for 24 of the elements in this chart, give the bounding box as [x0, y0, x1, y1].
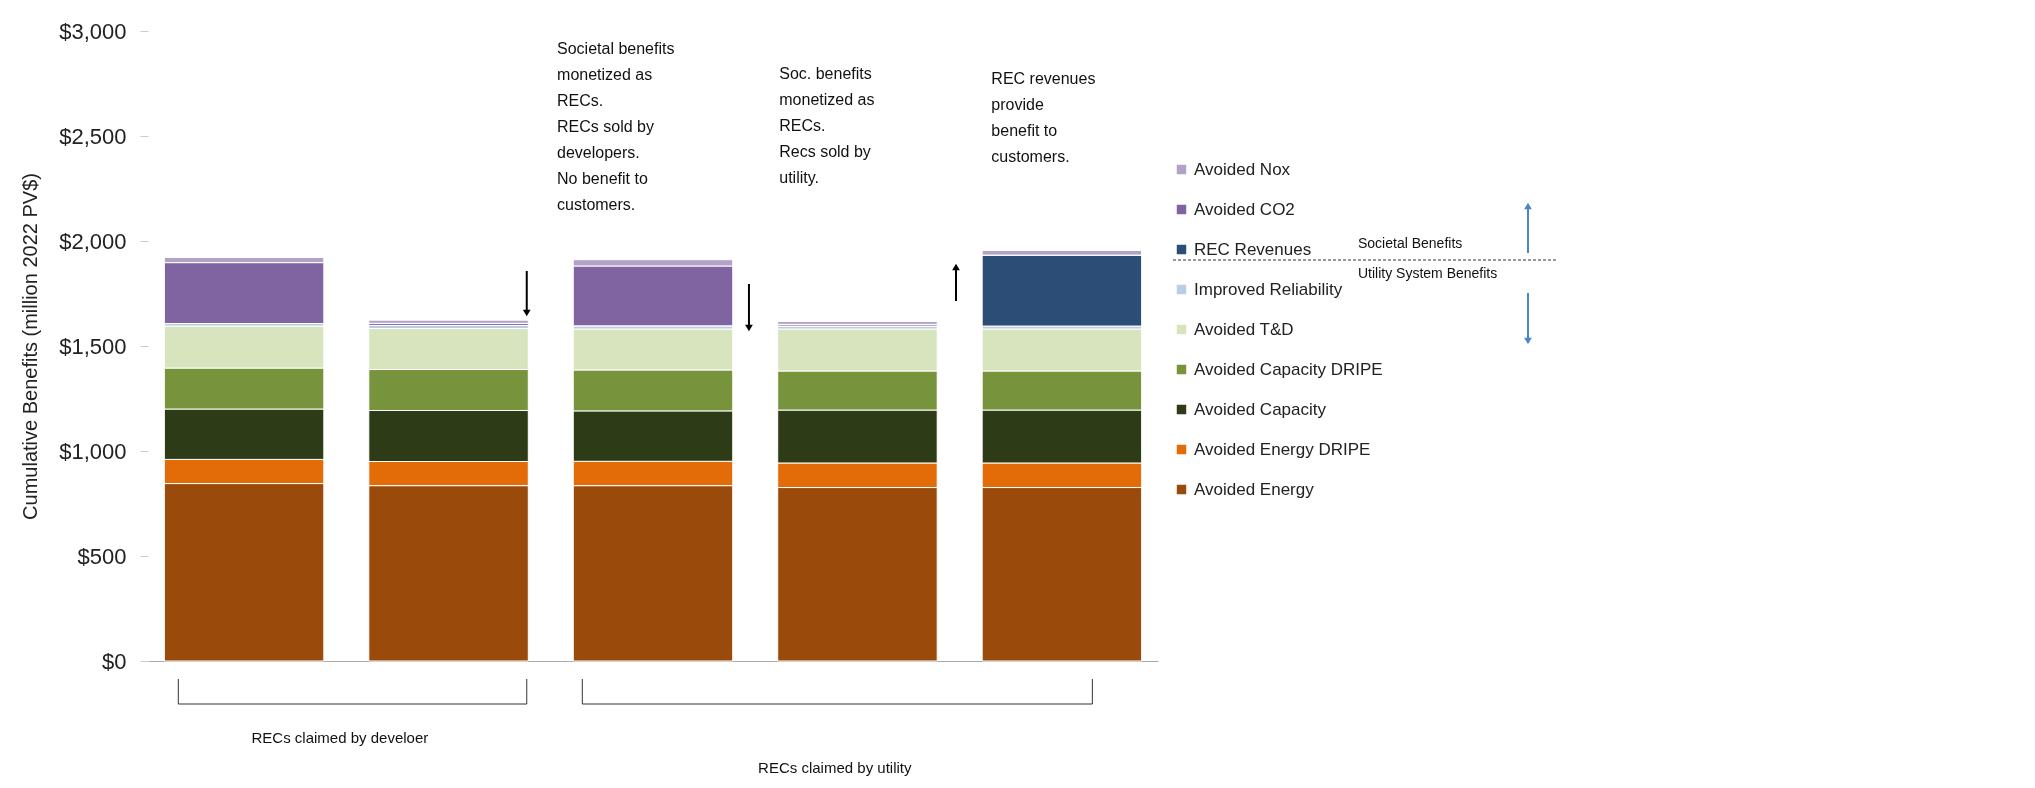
legend-label: Avoided Nox	[1194, 159, 1291, 179]
text: Utility System Benefits	[1358, 265, 1498, 281]
annotation: Soc. benefits monetized as RECs. Recs sold by utility.	[779, 65, 875, 186]
legend-label: Improved Reliability	[1194, 279, 1343, 299]
legend-label: Avoided Energy DRIPE	[1194, 439, 1371, 459]
y-tick-label: $2,500	[59, 123, 127, 149]
y-axis-title: Cumulative Benefits (million 2022 PV$)	[19, 173, 42, 520]
legend-label: Avoided Energy	[1194, 479, 1315, 499]
y-tick-label: $2,000	[59, 228, 127, 254]
annotation: REC revenues provide benefit to customers.	[991, 70, 1096, 165]
legend-label: Avoided CO2	[1194, 199, 1295, 219]
legend-label: Avoided Capacity DRIPE	[1194, 359, 1383, 379]
legend-label: Avoided Capacity	[1194, 399, 1327, 419]
legend-label: REC Revenues	[1194, 239, 1312, 259]
legend-label: Avoided T&D	[1194, 319, 1294, 339]
text: Societal Benefits	[1358, 235, 1463, 251]
text: RECs claimed by utility	[758, 759, 912, 776]
y-tick-label: $1,500	[59, 333, 127, 359]
annotation: Societal benefits monetized as RECs. RECs sold by developers. No benefit to customers.	[557, 40, 675, 213]
text: RECs claimed by develoer	[251, 729, 429, 746]
y-tick-label: $0	[102, 648, 127, 674]
y-tick-label: $3,000	[59, 18, 127, 44]
y-tick-label: $500	[77, 543, 127, 569]
y-tick-label: $1,000	[59, 438, 127, 464]
